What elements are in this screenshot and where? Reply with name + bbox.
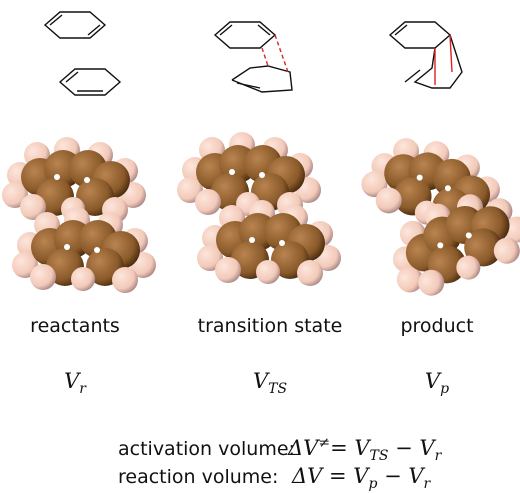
equation-label: activation volume: (118, 438, 295, 460)
equation-part: r (424, 476, 432, 492)
equation-part: r (435, 448, 443, 464)
equation-part: − V (388, 436, 436, 460)
equation-part: p (368, 476, 377, 492)
equation-part: ≠ (318, 435, 330, 451)
equation-part: ΔV (287, 436, 320, 460)
equation-part: ΔV = V (291, 464, 370, 488)
equation-part: − V (377, 464, 425, 488)
column-label: product (400, 315, 473, 337)
equation-part: = V (330, 436, 371, 460)
volume-symbol: VTS (253, 369, 287, 397)
ts-structures (213, 21, 293, 93)
volume-symbol: Vr (64, 369, 87, 397)
space-filling-models (2, 124, 520, 311)
equations: activation volume:ΔV≠= VTS − Vrreaction … (118, 435, 443, 492)
reactant-structures (43, 11, 122, 96)
volume-symbol: Vp (425, 369, 449, 397)
equation: ΔV = Vp − Vr (291, 464, 432, 492)
equation-part: TS (370, 448, 389, 464)
column-label: transition state (198, 315, 343, 337)
column-label: reactants (30, 315, 120, 337)
equation: ΔV≠= VTS − Vr (287, 435, 443, 464)
product-structure (388, 21, 463, 89)
equation-label: reaction volume: (118, 466, 278, 488)
